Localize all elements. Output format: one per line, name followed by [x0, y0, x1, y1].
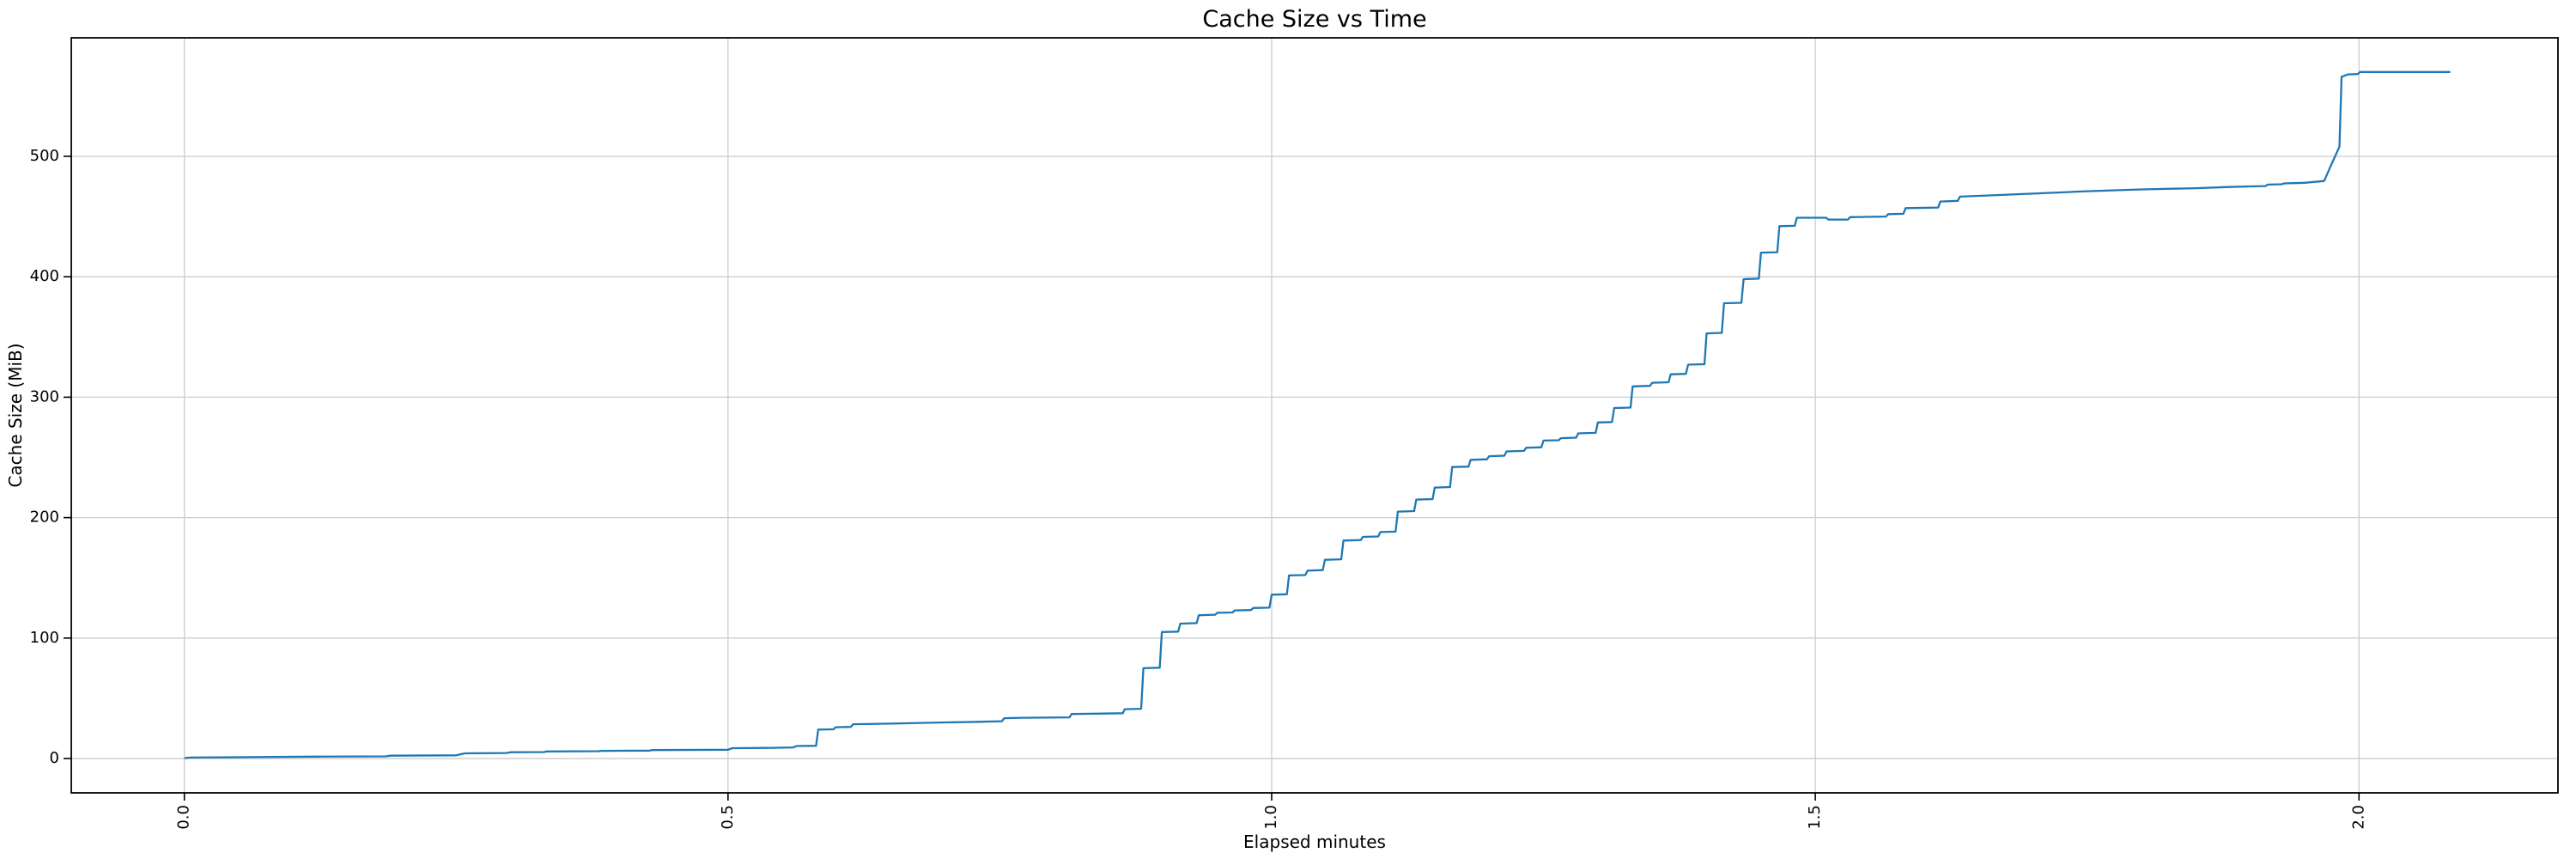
y-tick-label: 200: [30, 509, 59, 527]
x-tick-label: 2.0: [2349, 805, 2367, 830]
tick-labels: 0.0 0.5 1.0 1.5 2.0 0 100 200 300 400 500: [30, 147, 2368, 830]
y-axis-label: Cache Size (MiB): [5, 343, 26, 487]
y-tick-label: 100: [30, 629, 59, 647]
gridlines: [71, 38, 2558, 793]
x-tick-label: 1.0: [1262, 805, 1280, 830]
y-tick-label: 0: [50, 749, 59, 767]
y-tick-label: 300: [30, 387, 59, 405]
y-tick-label: 400: [30, 267, 59, 285]
x-tick-label: 1.5: [1806, 805, 1824, 830]
x-axis-label: Elapsed minutes: [1243, 832, 1386, 852]
plot-border: [70, 37, 2559, 794]
x-tick-label: 0.5: [719, 805, 737, 830]
x-tick-label: 0.0: [175, 805, 193, 830]
y-tick-label: 500: [30, 147, 59, 165]
chart-title: Cache Size vs Time: [1202, 6, 1426, 33]
cache-size-line: [184, 70, 2451, 759]
axis-ticks: [64, 155, 2360, 801]
